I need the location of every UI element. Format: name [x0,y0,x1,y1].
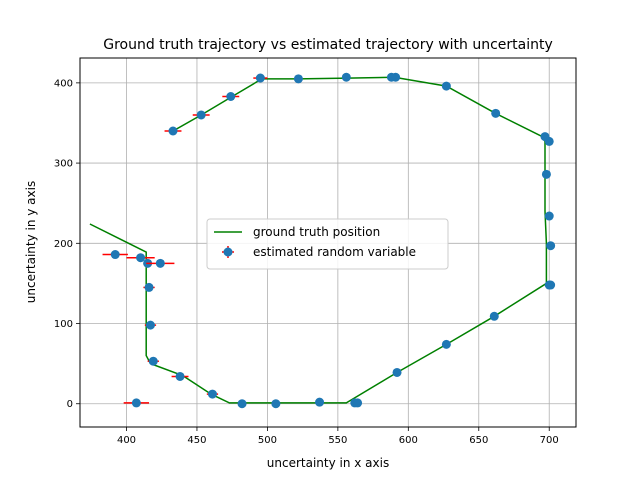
estimate-point-group [206,389,219,399]
estimate-point [541,169,551,179]
estimate-point-group [222,92,240,102]
estimate-point-group [171,371,189,381]
estimate-point-group [441,339,451,349]
legend-entry-estimate: estimated random variable [253,245,416,259]
estimate-point-group [489,311,499,321]
y-axis-label: uncertainty in y axis [24,181,38,303]
x-tick-label: 600 [399,435,418,446]
estimate-point-group [353,398,363,408]
estimate-point-group [123,398,150,408]
x-tick-label: 650 [469,435,488,446]
estimate-point [155,258,165,268]
x-tick-label: 550 [328,435,347,446]
estimate-point-group [237,399,247,409]
estimate-point-group [143,282,155,292]
estimate-point-group [126,253,155,263]
chart-title: Ground truth trajectory vs estimated tra… [103,37,553,53]
estimate-point-group [144,320,157,330]
estimate-point [168,126,178,136]
y-tick-label: 0 [67,399,73,410]
estimate-point [392,367,402,377]
estimate-point-group [441,81,451,91]
estimate-point [544,211,554,221]
estimate-point-group [341,72,351,82]
x-tick-label: 500 [258,435,277,446]
estimate-point-group [253,73,268,83]
estimate-point-group [102,250,128,260]
estimate-point-group [546,280,556,290]
estimate-point [131,398,141,408]
estimate-point-group [192,110,210,120]
estimate-point [489,311,499,321]
legend-entry-ground-truth: ground truth position [253,225,380,239]
legend-box [206,218,449,270]
estimate-point [293,74,303,84]
estimate-point [353,398,363,408]
estimate-point [237,399,247,409]
legend: ground truth position estimated random v… [206,218,449,270]
estimate-point [441,81,451,91]
estimate-point [255,73,265,83]
estimate-point [148,356,158,366]
x-axis-label: uncertainty in x axis [267,456,389,470]
y-tick-label: 200 [54,239,73,250]
y-tick-label: 100 [54,319,73,330]
estimate-point [144,282,154,292]
estimate-point [491,108,501,118]
estimate-point-group [386,72,396,82]
estimate-point [196,110,206,120]
y-tick-label: 300 [54,159,73,170]
estimate-point [226,92,236,102]
estimate-point [386,72,396,82]
estimate-point [175,371,185,381]
estimate-point [271,399,281,409]
estimate-point [207,389,217,399]
estimate-point-group [546,241,556,251]
estimate-point [546,241,556,251]
estimate-point-group [146,258,175,268]
estimate-point [136,253,146,263]
estimate-point [315,397,325,407]
estimate-point [145,320,155,330]
estimate-point-group [315,397,325,407]
estimate-point-group [392,367,402,377]
x-tick-label: 450 [187,435,206,446]
estimate-point-group [540,132,550,142]
estimate-point-group [164,126,182,136]
estimate-point-group [293,74,303,84]
estimate-point [540,132,550,142]
estimate-point-group [544,211,554,221]
legend-marker-icon [223,247,233,257]
estimate-point-group [147,356,159,366]
estimate-point-group [541,169,551,179]
x-tick-label: 400 [117,435,136,446]
plot-frame [79,57,577,428]
plot-content [89,72,556,409]
y-tick-label: 400 [54,78,73,89]
estimate-point [546,280,556,290]
estimate-point [110,250,120,260]
x-tick-label: 700 [540,435,559,446]
estimate-point [441,339,451,349]
estimate-point [341,72,351,82]
ticks: 400 450 500 550 600 650 700 0 100 200 300 400 [54,78,559,446]
estimate-point-group [491,108,501,118]
estimate-point-group [271,399,281,409]
